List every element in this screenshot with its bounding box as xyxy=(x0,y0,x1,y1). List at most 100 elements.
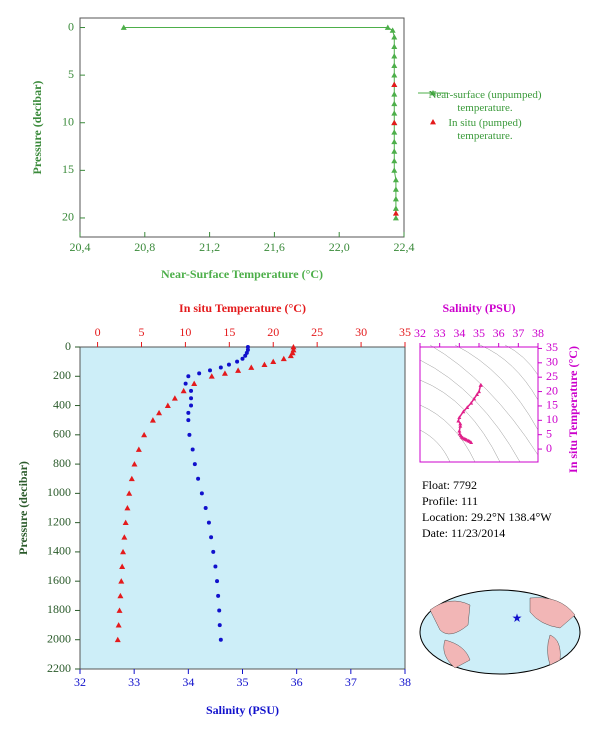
tick-label: 1400 xyxy=(47,544,71,558)
tick-label: 20 xyxy=(546,383,558,397)
data-point xyxy=(477,389,481,394)
data-point xyxy=(475,392,480,397)
data-point xyxy=(465,405,470,409)
data-point xyxy=(261,361,268,367)
data-point xyxy=(392,210,399,216)
data-point xyxy=(391,43,398,49)
tick-label: 10 xyxy=(546,412,558,426)
data-point xyxy=(196,476,201,481)
plot-frame xyxy=(79,17,405,238)
data-point xyxy=(164,402,171,408)
data-point xyxy=(280,355,287,362)
tick-label: 10 xyxy=(179,325,191,339)
data-point xyxy=(186,410,191,415)
tick-label: 34 xyxy=(182,675,194,689)
tick-label: 34 xyxy=(453,326,465,340)
data-point xyxy=(218,365,223,370)
tick-label: 400 xyxy=(53,397,71,411)
data-point xyxy=(391,138,398,145)
tick-label: 10 xyxy=(62,114,74,128)
data-point xyxy=(392,195,399,202)
tick-label: 800 xyxy=(53,456,71,470)
data-point xyxy=(226,362,231,367)
tick-label: 0 xyxy=(68,19,74,33)
data-point xyxy=(391,81,398,88)
data-point xyxy=(183,381,188,386)
data-point xyxy=(391,148,398,154)
data-point xyxy=(235,367,242,373)
data-point xyxy=(216,593,221,598)
data-point xyxy=(391,110,398,116)
tick-label: 32 xyxy=(74,675,86,689)
data-point xyxy=(456,418,461,423)
data-point xyxy=(384,24,391,30)
data-point xyxy=(124,505,131,511)
tick-label: 22,4 xyxy=(394,240,415,254)
tick-label: 1800 xyxy=(47,602,71,616)
data-point xyxy=(243,353,248,358)
tick-label: 15 xyxy=(546,398,558,412)
data-point xyxy=(135,446,142,452)
tick-label: 200 xyxy=(53,368,71,382)
data-point xyxy=(391,62,398,69)
tick-label: 21,2 xyxy=(199,240,220,254)
tick-label: 30 xyxy=(546,355,558,369)
data-point xyxy=(392,176,399,183)
data-point xyxy=(141,431,148,438)
tick-label: 15 xyxy=(62,162,74,176)
data-point xyxy=(248,364,255,370)
data-point xyxy=(391,100,398,107)
data-point xyxy=(192,462,197,467)
data-point xyxy=(391,53,398,59)
data-point xyxy=(115,622,122,628)
data-point xyxy=(218,637,223,642)
data-point xyxy=(213,564,218,569)
data-point xyxy=(117,592,124,599)
svg-text:★: ★ xyxy=(512,611,523,625)
legend-marker xyxy=(430,90,436,96)
tick-label: 1200 xyxy=(47,514,71,528)
tick-label: 36 xyxy=(291,675,303,689)
plot-background xyxy=(80,347,405,669)
tick-label: 0 xyxy=(95,325,101,339)
tick-label: 1600 xyxy=(47,573,71,587)
tick-label: 22,0 xyxy=(329,240,350,254)
data-point xyxy=(199,491,204,496)
data-point xyxy=(189,396,194,401)
data-point xyxy=(391,72,398,78)
tick-label: 20 xyxy=(267,325,279,339)
data-point xyxy=(119,563,126,569)
data-point xyxy=(458,424,463,428)
data-point xyxy=(245,345,250,349)
data-point xyxy=(209,535,214,540)
data-point xyxy=(186,418,191,423)
tick-label: 35 xyxy=(399,325,411,339)
data-point xyxy=(217,623,222,628)
tick-label: 35 xyxy=(546,340,558,354)
x-axis-label: Near-Surface Temperature (°C) xyxy=(161,267,323,281)
tick-label: 38 xyxy=(399,675,411,689)
data-point xyxy=(391,91,398,97)
data-point xyxy=(187,432,192,437)
x-axis-label: Salinity (PSU) xyxy=(206,703,279,717)
data-point xyxy=(156,409,163,416)
tick-label: 33 xyxy=(434,326,446,340)
tick-label: 32 xyxy=(414,326,426,340)
tick-label: 5 xyxy=(138,325,144,339)
data-point xyxy=(186,374,191,379)
data-point xyxy=(128,475,135,482)
y-axis-label: Pressure (decibar) xyxy=(30,81,44,175)
tick-label: 25 xyxy=(311,325,323,339)
data-point xyxy=(217,608,222,613)
tick-label: 35 xyxy=(473,326,485,340)
float-label: Float: 7792 xyxy=(422,478,478,492)
legend-entry: In situ (pumped) temperature. xyxy=(448,117,522,142)
tick-label: 20 xyxy=(62,210,74,224)
data-point xyxy=(287,352,294,359)
data-point xyxy=(472,396,477,401)
data-point xyxy=(244,350,249,355)
data-line xyxy=(123,27,397,218)
tick-label: 600 xyxy=(53,427,71,441)
data-point xyxy=(180,387,187,394)
world-map: ★ xyxy=(419,589,581,675)
